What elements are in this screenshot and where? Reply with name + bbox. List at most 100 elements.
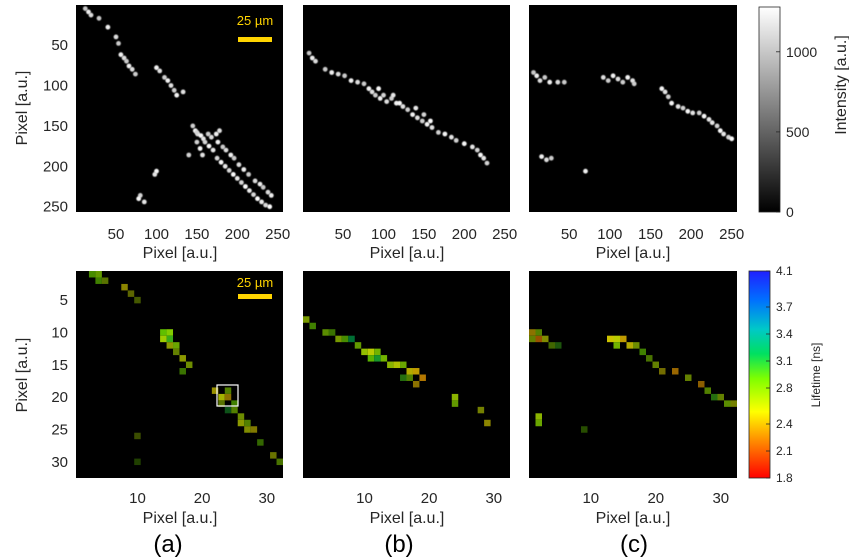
lifetime-pixel: [231, 400, 238, 407]
lifetime-pixels: [88, 271, 737, 466]
x-tick-label: 50: [335, 226, 352, 243]
intensity-spot: [419, 118, 425, 124]
intensity-spot: [390, 92, 396, 98]
lifetime-pixel: [166, 329, 174, 336]
intensity-spot: [474, 147, 480, 153]
x-tick-label: 250: [492, 226, 517, 243]
intensity-spot: [555, 79, 561, 85]
y-tick-label: 200: [43, 158, 68, 175]
lifetime-pixel: [224, 387, 232, 394]
x-tick-label: 100: [371, 226, 396, 243]
lifetime-pixel: [633, 342, 640, 349]
lifetime-pixel: [244, 426, 251, 433]
lifetime-pixel: [613, 335, 620, 343]
lifetime-pixel: [160, 329, 167, 336]
intensity-spot: [223, 147, 229, 153]
y-tick-label: 100: [43, 78, 68, 95]
lifetime-pixel: [477, 406, 485, 414]
lifetime-pixel: [224, 393, 232, 401]
lifetime-pixel: [529, 335, 536, 343]
colorbar-tick-label: 2.4: [776, 417, 793, 431]
intensity-spot: [194, 139, 200, 145]
intensity-spot: [257, 181, 263, 187]
panel-label-a: (a): [153, 531, 182, 558]
y-tick-label: 25: [51, 422, 68, 439]
lifetime-pixel: [303, 316, 310, 323]
x-axis-label-c-bottom: Pixel [a.u.]: [596, 510, 671, 527]
intensity-spot: [625, 75, 631, 80]
intensity-spot: [717, 128, 723, 134]
scale-bar-top-line: [238, 37, 272, 42]
x-axis-label-a-bottom: Pixel [a.u.]: [143, 510, 218, 527]
lifetime-pixel: [257, 439, 264, 446]
lifetime-pixel: [244, 419, 251, 427]
intensity-spot: [247, 188, 252, 194]
lifetime-pixel: [166, 335, 174, 343]
y-tick-label: 15: [51, 357, 68, 374]
lifetime-pixel: [393, 361, 401, 369]
intensity-spot: [105, 24, 111, 30]
lifetime-pixel: [101, 277, 109, 284]
intensity-spot: [377, 96, 383, 101]
y-tick-label: 5: [60, 292, 68, 309]
lifetime-pixel: [173, 342, 180, 349]
intensity-spot: [200, 152, 205, 158]
intensity-spot: [124, 58, 129, 64]
intensity-spot: [259, 199, 264, 205]
intensity-spot: [197, 146, 203, 151]
lifetime-pixel: [348, 335, 355, 343]
intensity-colorbar-ticks: 0 500 1000: [776, 44, 817, 220]
lifetime-pixel: [724, 400, 731, 407]
lifetime-pixel: [179, 368, 186, 375]
intensity-spot: [461, 141, 467, 147]
x-tick-label: 150: [411, 226, 436, 243]
intensity-spot: [309, 55, 315, 61]
x-tick-label: 150: [184, 226, 209, 243]
intensity-spot: [397, 100, 402, 106]
intensity-spot: [376, 86, 381, 92]
intensity-spot: [701, 113, 707, 119]
intensity-spot: [348, 78, 354, 83]
intensity-spot: [141, 199, 147, 205]
lifetime-pixel: [529, 329, 536, 336]
intensity-spot: [206, 143, 212, 149]
lifetime-pixel: [160, 335, 167, 343]
colorbar-tick-label: 3.4: [776, 327, 793, 341]
intensity-spot: [400, 104, 406, 109]
lifetime-pixel: [685, 374, 692, 381]
intensity-spot: [190, 123, 196, 129]
lifetime-pixel: [672, 368, 679, 375]
lifetime-pixel: [412, 380, 420, 388]
intensity-spot: [662, 89, 668, 95]
lifetime-pixel: [620, 335, 627, 343]
lifetime-pixel: [374, 348, 381, 356]
lifetime-pixel: [173, 348, 180, 356]
lifetime-pixel: [95, 277, 102, 284]
lifetime-pixel: [237, 413, 245, 420]
scale-bar-bottom-line: [238, 294, 272, 299]
y-tick-label: 10: [51, 325, 68, 342]
panel-label-c: (c): [620, 531, 648, 558]
lifetime-pixel: [639, 348, 646, 356]
scale-bar-top-label: 25 µm: [237, 13, 273, 28]
intensity-spot: [165, 78, 171, 83]
intensity-spot: [133, 71, 138, 77]
y-tick-label: 50: [51, 37, 68, 54]
x-tick-label: 30: [485, 490, 502, 507]
lifetime-pixel: [224, 406, 232, 414]
intensity-spot: [415, 115, 420, 121]
intensity-spot: [222, 163, 228, 169]
lifetime-pixel: [535, 329, 542, 336]
scale-bar-top: 25 µm: [237, 13, 273, 42]
intensity-spot: [220, 144, 226, 150]
intensity-spot: [342, 73, 347, 79]
intensity-spot: [230, 172, 236, 177]
lifetime-pixel: [367, 348, 375, 356]
y-axis-label-top: Pixel [a.u.]: [14, 71, 31, 146]
lifetime-pixel: [613, 342, 620, 349]
intensity-spot: [470, 144, 475, 150]
intensity-spot: [239, 180, 244, 185]
lifetime-pixel: [179, 355, 186, 362]
x-tick-label: 150: [638, 226, 663, 243]
lifetime-pixel: [548, 342, 555, 349]
